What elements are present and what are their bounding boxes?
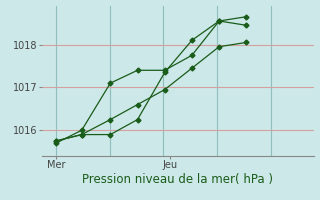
X-axis label: Pression niveau de la mer( hPa ): Pression niveau de la mer( hPa ) xyxy=(82,173,273,186)
